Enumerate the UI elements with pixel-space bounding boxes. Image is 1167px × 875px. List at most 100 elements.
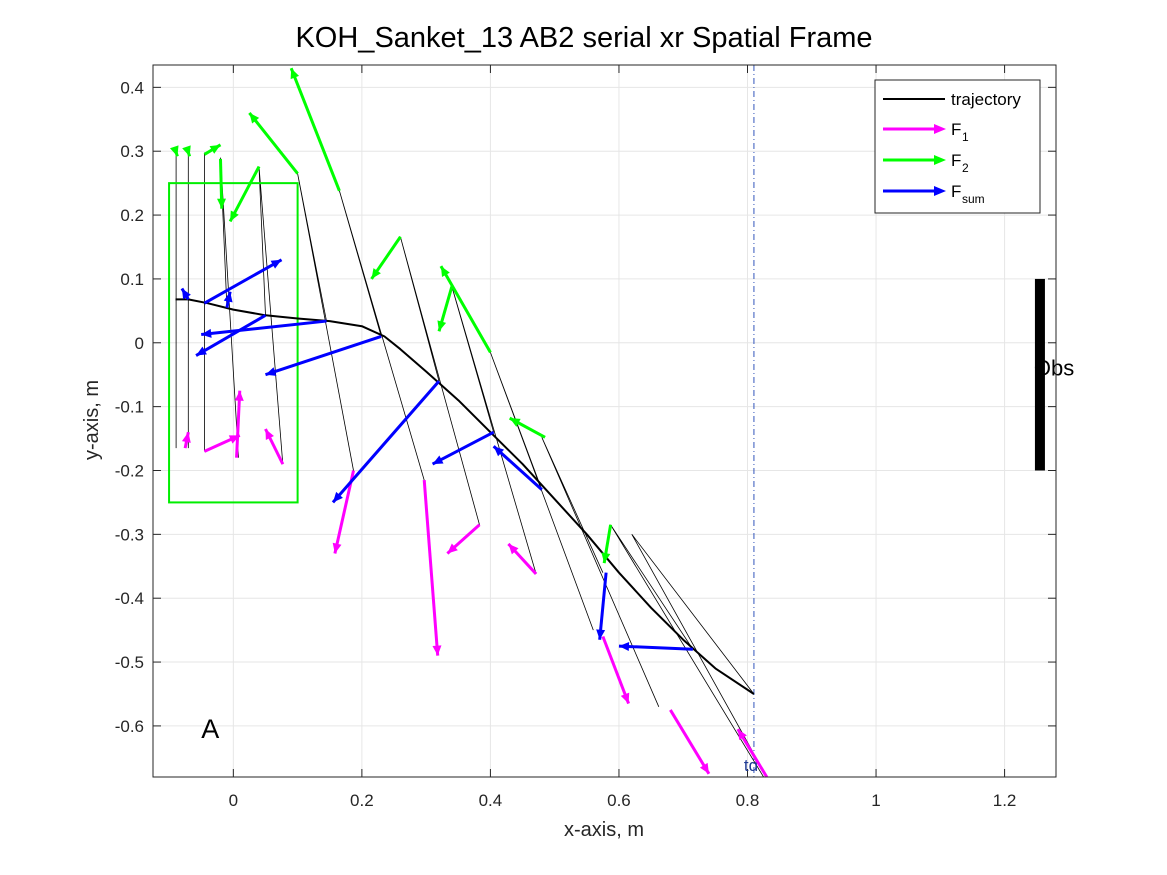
f2-arrow-head <box>182 145 191 157</box>
fsum-arrow <box>492 445 543 491</box>
f1-arrow <box>736 728 769 778</box>
legend-label: trajectory <box>951 90 1021 109</box>
x-tick-label: 0.4 <box>479 791 503 810</box>
fsum-arrow-shaft <box>203 258 283 305</box>
f2-arrow-head <box>217 198 227 209</box>
f2-arrow-shaft <box>228 165 261 223</box>
fsum-arrow-head <box>618 642 630 652</box>
f1-arrow-shaft <box>669 709 711 775</box>
plot-frame <box>152 64 1057 778</box>
fsum-arrow <box>596 572 608 640</box>
td-line-layer: td <box>744 65 758 777</box>
fsum-arrow-shaft <box>201 319 327 336</box>
f1-arrow <box>264 428 285 465</box>
link-line <box>631 534 768 778</box>
fsum-arrow <box>431 430 495 466</box>
fsum-arrow <box>201 319 327 338</box>
x-tick-label: 0 <box>229 791 238 810</box>
fsum-arrow-head <box>596 629 606 640</box>
f2-arrow-shaft <box>289 67 341 192</box>
y-tick-label: 0 <box>135 334 144 353</box>
annotation-layer: A <box>201 714 219 744</box>
y-tick-label: -0.6 <box>115 717 144 736</box>
x-tick-label: 1.2 <box>993 791 1017 810</box>
y-tick-label: -0.5 <box>115 653 144 672</box>
link-line <box>297 173 354 471</box>
f1-arrow-head <box>265 428 274 440</box>
f2-arrow <box>437 286 454 332</box>
y-axis-label: y-axis, m <box>81 380 103 460</box>
f2-arrow-head <box>230 210 239 222</box>
f1-arrow-head <box>699 762 709 774</box>
legend-label: F <box>951 182 961 201</box>
obstacle-bar <box>1034 278 1045 471</box>
axis-ticks: 0 0.2 0.4 0.6 0.8 1 1.2 0.4 0.3 0.2 0.1 0 -0.1 -0.2 -0… <box>115 65 1056 810</box>
f1-arrow-head <box>181 432 191 443</box>
legend-label-subscript: 2 <box>962 161 969 175</box>
workspace-box <box>168 182 299 504</box>
obstacle-label: Obs <box>1034 356 1074 381</box>
y-tick-label: 0.2 <box>120 206 144 225</box>
f2-arrow-shaft <box>439 265 492 354</box>
f2-arrow <box>289 67 341 192</box>
x-axis-label: x-axis, m <box>564 819 644 841</box>
legend-label: F <box>951 120 961 139</box>
f1-arrow-head <box>432 645 442 656</box>
panel-label: A <box>201 714 219 744</box>
f1-arrow <box>422 479 442 656</box>
link-line <box>220 157 239 458</box>
f2-arrow-head <box>509 418 521 427</box>
y-tick-label: -0.2 <box>115 461 144 480</box>
f1-arrow-head <box>447 543 458 554</box>
f2-arrow <box>370 235 402 280</box>
y-tick-label: -0.1 <box>115 398 144 417</box>
f1-arrow <box>181 431 191 449</box>
trajectory-layer <box>175 298 755 695</box>
fsum-arrow-head <box>270 259 282 269</box>
f2-arrow <box>169 145 179 157</box>
fsum-arrow-head <box>265 367 277 376</box>
f2-arrow-head <box>371 268 381 279</box>
f2-arrow <box>508 416 546 439</box>
fsum-arrow <box>265 334 382 377</box>
trajectory-line <box>175 298 755 695</box>
f2-arrow-shaft <box>248 111 299 175</box>
y-tick-label: 0.3 <box>120 142 144 161</box>
f2-arrow-head <box>437 320 447 332</box>
f1-arrow <box>234 390 244 458</box>
x-tick-label: 1 <box>871 791 880 810</box>
legend-label-subscript: sum <box>962 192 985 206</box>
y-tick-label: -0.4 <box>115 589 144 608</box>
f2-arrow-head <box>290 68 300 80</box>
fsum-arrow-shaft <box>431 430 495 466</box>
obstacle-layer: Obs <box>1034 278 1074 471</box>
fsum-arrow-shaft <box>618 644 693 651</box>
f1-arrow <box>507 542 538 575</box>
f2-arrow <box>217 158 227 209</box>
legend-swatch-head <box>934 155 946 165</box>
f2-arrow <box>601 524 613 564</box>
fsum-arrow-shaft <box>195 314 267 357</box>
fsum-arrow-head <box>432 455 444 465</box>
f1-arrow-head <box>234 390 244 401</box>
y-tick-label: 0.4 <box>120 78 144 97</box>
f1-arrow-head <box>620 692 630 704</box>
fsum-arrow-head <box>493 446 505 457</box>
fsum-arrow-shaft <box>598 572 608 640</box>
x-tick-label: 0.2 <box>350 791 374 810</box>
f2-arrow-head <box>440 266 450 278</box>
fsum-arrow-shaft <box>331 380 441 504</box>
chart-title: KOH_Sanket_13 AB2 serial xr Spatial Fram… <box>295 22 872 54</box>
fsum-arrow <box>195 314 267 357</box>
legend-label: F <box>951 151 961 170</box>
y-tick-label: -0.3 <box>115 525 144 544</box>
fsum-arrow <box>331 380 441 504</box>
f1-arrow-shaft <box>422 479 440 656</box>
legend-label-subscript: 1 <box>962 130 969 144</box>
legend-swatch-head <box>934 124 946 134</box>
link-line <box>339 190 425 481</box>
fsum-arrow <box>203 258 283 305</box>
fsum-arrow-shaft <box>265 334 382 377</box>
